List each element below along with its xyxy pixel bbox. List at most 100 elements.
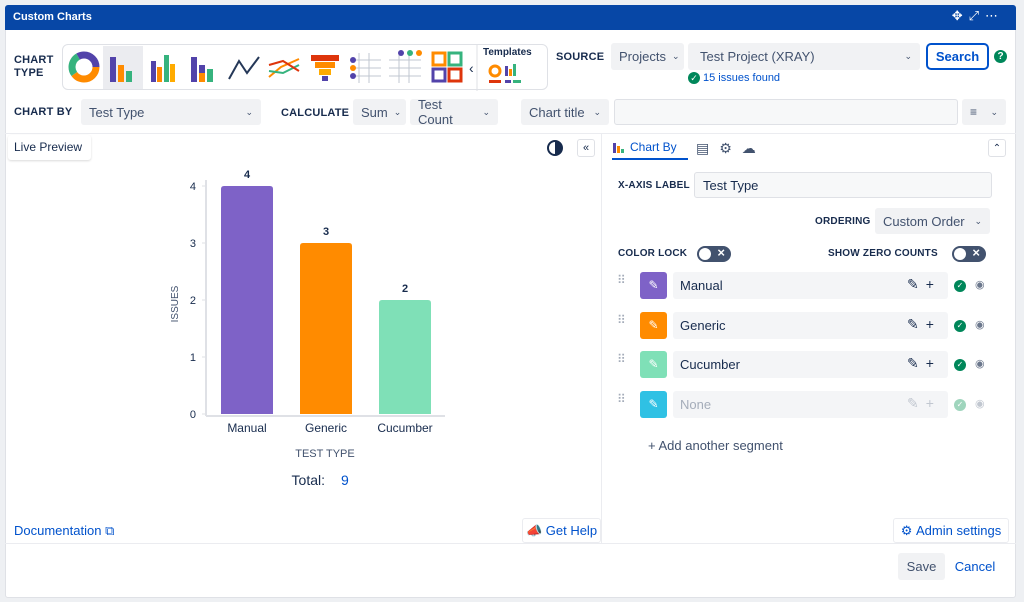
y-tick-label: 2 — [190, 295, 196, 307]
help-icon[interactable]: ? — [994, 50, 1007, 63]
y-axis-label: ISSUES — [170, 285, 181, 322]
x-tick-label: Manual — [227, 421, 266, 435]
chart-title-input[interactable] — [614, 99, 958, 125]
collapse-settings[interactable]: ⌃ — [988, 139, 1006, 157]
source-value: Projects — [619, 49, 666, 64]
segment-color[interactable]: ✎ — [640, 351, 667, 378]
color-lock-toggle[interactable] — [697, 245, 731, 262]
total-label: Total: — [292, 472, 325, 488]
tab-icon — [613, 143, 624, 153]
segment-actions[interactable]: ✎+ — [907, 276, 941, 292]
segment-visible[interactable]: ✓ — [954, 359, 966, 371]
calculate-label: CALCULATE — [281, 107, 350, 119]
bar-chart: ISSUES TEST TYPE Total: 9 0 1 2 3 4 4 Manual 3 G… — [170, 169, 445, 488]
segment-color[interactable]: ✎ — [640, 272, 667, 299]
segment-name[interactable]: Manual — [673, 272, 948, 299]
header-title: Custom Charts — [13, 11, 92, 23]
segment-color[interactable]: ✎ — [640, 390, 667, 418]
segment-actions[interactable]: ✎+ — [907, 394, 941, 411]
segment-color[interactable]: ✎ — [640, 311, 667, 339]
segment-name[interactable]: Generic — [673, 311, 948, 339]
get-help-button[interactable]: 📣 Get Help — [522, 518, 601, 543]
segment-actions[interactable]: ✎+ — [907, 315, 941, 332]
segment-eye[interactable]: ◉ — [975, 318, 985, 331]
chart-title-select[interactable]: Chart title ⌄ — [521, 99, 609, 125]
segment-eye[interactable]: ◉ — [975, 358, 985, 370]
divider — [601, 133, 602, 543]
segment-actions[interactable]: ✎+ — [907, 355, 941, 371]
header-bar: Custom Charts ✥⤢⋯ — [5, 5, 1016, 30]
segment-visible[interactable]: ✓ — [954, 280, 966, 292]
segment-visible[interactable]: ✓ — [954, 319, 966, 332]
get-help-text: Get Help — [545, 523, 598, 538]
x-axis-label-input[interactable]: Test Type — [694, 172, 992, 198]
x-tick-label: Cucumber — [377, 421, 432, 435]
y-tick-label: 0 — [190, 409, 196, 421]
calc-field-value: Test Count — [418, 97, 453, 127]
documentation-text: Documentation — [14, 523, 102, 538]
x-tick-label: Generic — [305, 421, 347, 435]
project-value: Test Project (XRAY) — [700, 49, 815, 64]
x-axis-label-label: X-AXIS LABEL — [618, 180, 690, 191]
segment-eye[interactable]: ◉ — [975, 397, 985, 410]
drag-handle[interactable]: ⠿ — [617, 352, 626, 366]
chart-by-value: Test Type — [89, 104, 145, 120]
segment-visible[interactable]: ✓ — [954, 398, 966, 411]
cancel-button[interactable]: Cancel — [954, 559, 996, 574]
segment-name[interactable]: Cucumber — [673, 351, 948, 378]
calc-field-select[interactable]: Test Count ⌄ — [410, 97, 498, 127]
data-label: 3 — [323, 226, 329, 238]
theme-toggle[interactable] — [547, 140, 563, 156]
calc-function-value: Sum — [361, 104, 388, 120]
divider — [5, 133, 1016, 134]
calc-function-select[interactable]: Sum ⌄ — [353, 99, 406, 125]
ordering-select[interactable]: Custom Order ⌄ — [875, 208, 990, 234]
search-button[interactable]: Search — [926, 43, 989, 70]
show-zero-toggle[interactable] — [952, 245, 986, 262]
issues-found-text: 15 issues found — [703, 72, 781, 84]
bar — [221, 186, 273, 414]
ordering-value: Custom Order — [883, 213, 965, 229]
admin-settings-text: Admin settings — [916, 523, 1002, 538]
collapse-button[interactable]: « — [577, 139, 595, 157]
ordering-label: ORDERING — [815, 216, 871, 227]
settings-tab-icons[interactable]: ▤⚙☁ — [696, 140, 766, 156]
drag-handle[interactable]: ⠿ — [617, 273, 626, 287]
data-label: 4 — [244, 169, 251, 181]
drag-handle[interactable]: ⠿ — [617, 391, 626, 406]
svg-text:‹: ‹ — [469, 60, 474, 76]
documentation-link[interactable]: Documentation ⧉ — [14, 523, 115, 538]
drag-handle[interactable]: ⠿ — [617, 312, 626, 327]
bar — [379, 300, 431, 414]
segment-name[interactable]: None — [673, 390, 948, 418]
header-icons[interactable]: ✥⤢⋯ — [951, 8, 1004, 23]
source-label: SOURCE — [556, 51, 605, 63]
chart-type-label: CHART TYPE — [14, 54, 54, 79]
source-select[interactable]: Projects ⌄ — [611, 43, 684, 70]
segment-eye[interactable]: ◉ — [975, 279, 985, 291]
bar — [300, 243, 352, 414]
total-value: 9 — [341, 472, 349, 488]
chart-by-select[interactable]: Test Type ⌄ — [81, 99, 261, 125]
x-axis-label-value: Test Type — [703, 177, 759, 193]
y-tick-label: 4 — [190, 181, 196, 193]
chart-type-picker[interactable]: ‹ Templates — [62, 44, 548, 91]
color-lock-label: COLOR LOCK — [618, 248, 688, 259]
chart-by-tab[interactable]: Chart By — [612, 140, 688, 160]
live-preview-tab[interactable]: Live Preview — [8, 135, 91, 160]
y-tick-label: 3 — [190, 238, 196, 250]
chart-type-icons: ‹ — [68, 45, 521, 91]
issues-found[interactable]: ✓ 15 issues found — [688, 72, 780, 84]
align-select[interactable]: ≡ ⌄ — [962, 99, 1006, 125]
divider — [5, 543, 1016, 544]
project-select[interactable]: Test Project (XRAY) ⌄ — [688, 43, 920, 70]
save-button[interactable]: Save — [898, 553, 945, 580]
x-axis-label: TEST TYPE — [295, 448, 355, 460]
add-segment-text: Add another segment — [658, 438, 783, 453]
add-segment[interactable]: + Add another segment — [648, 438, 783, 453]
show-zero-label: SHOW ZERO COUNTS — [828, 248, 938, 259]
templates-label[interactable]: Templates — [483, 47, 532, 58]
admin-settings-button[interactable]: ⚙ Admin settings — [893, 518, 1009, 543]
y-tick-label: 1 — [190, 352, 196, 364]
